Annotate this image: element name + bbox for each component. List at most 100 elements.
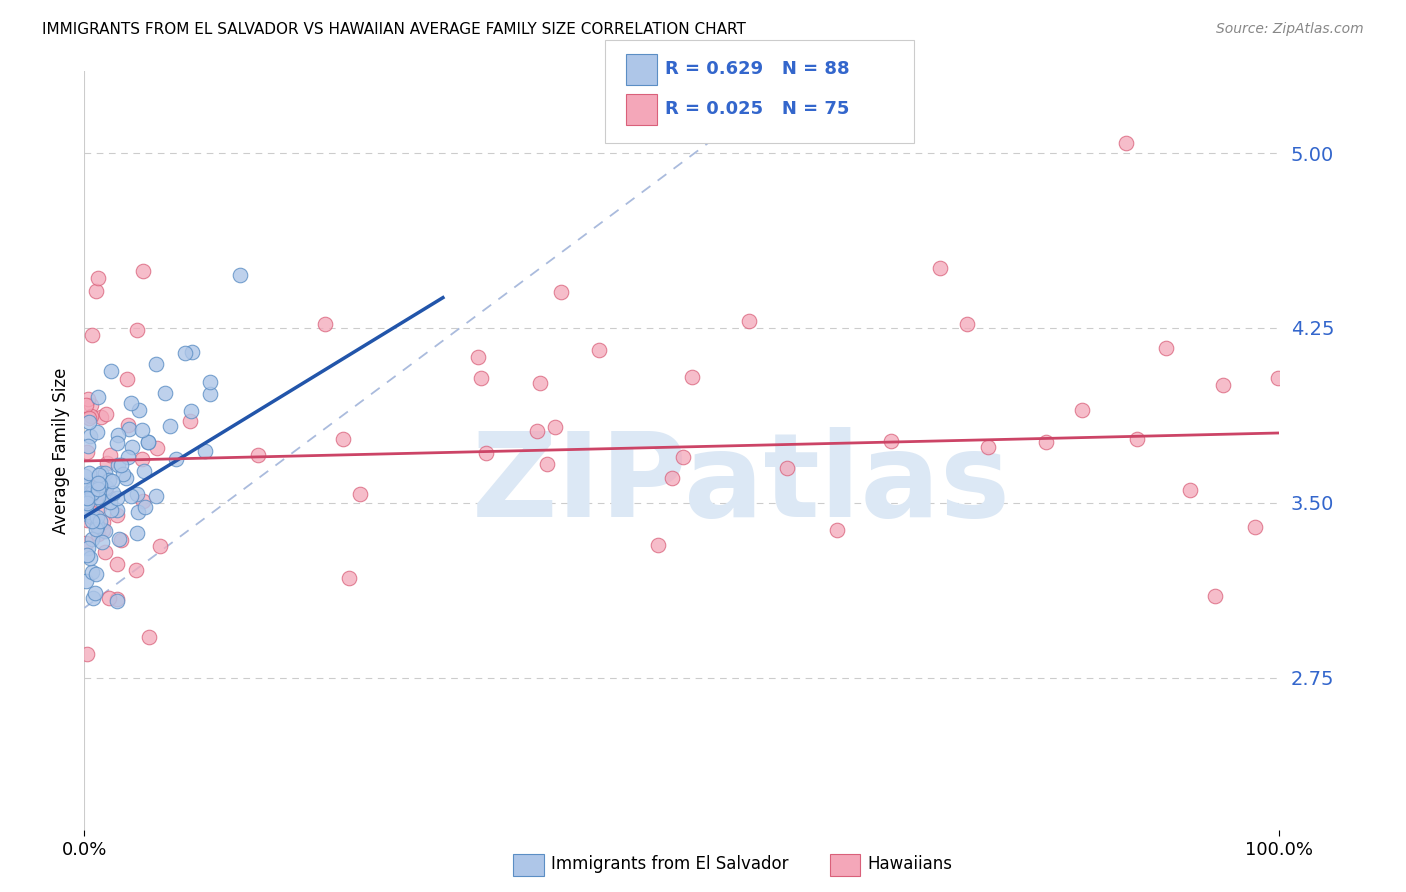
Point	[1071, 403, 1094, 417]
Point	[100, 364, 122, 378]
Text: Immigrants from El Salvador: Immigrants from El Salvador	[551, 855, 789, 873]
Point	[76, 513, 98, 527]
Point	[77, 392, 100, 406]
Point	[145, 357, 167, 371]
Point	[134, 500, 156, 514]
Point	[84, 567, 107, 582]
Point	[87, 390, 110, 404]
Point	[470, 371, 492, 385]
Point	[337, 571, 360, 585]
Point	[97, 473, 120, 487]
Point	[86, 425, 108, 439]
Point	[112, 467, 135, 481]
Point	[79, 551, 101, 566]
Point	[87, 467, 110, 482]
Point	[121, 440, 143, 454]
Point	[77, 541, 100, 555]
Point	[87, 271, 110, 285]
Point	[91, 515, 114, 529]
Point	[76, 647, 98, 661]
Point	[101, 475, 124, 489]
Point	[80, 483, 103, 497]
Point	[101, 486, 124, 500]
Text: Source: ZipAtlas.com: Source: ZipAtlas.com	[1216, 22, 1364, 37]
Point	[97, 591, 120, 605]
Point	[91, 524, 114, 538]
Point	[124, 563, 146, 577]
Point	[77, 410, 100, 425]
Point	[1243, 520, 1265, 534]
Point	[117, 450, 139, 464]
Point	[131, 423, 153, 437]
Point	[98, 448, 121, 462]
Point	[179, 414, 201, 428]
Point	[145, 441, 167, 455]
Point	[1267, 370, 1289, 384]
Point	[87, 475, 110, 490]
Point	[107, 458, 129, 472]
Point	[89, 478, 111, 492]
Point	[75, 574, 97, 588]
Point	[198, 386, 221, 401]
Point	[132, 464, 155, 478]
Point	[229, 268, 252, 283]
Point	[1180, 483, 1202, 498]
Point	[127, 487, 149, 501]
Point	[114, 471, 136, 485]
Point	[82, 532, 104, 546]
Point	[314, 317, 336, 331]
Point	[153, 385, 176, 400]
Point	[588, 343, 610, 357]
Point	[97, 489, 120, 503]
Point	[100, 503, 122, 517]
Point	[117, 422, 139, 436]
Point	[1204, 589, 1226, 603]
Point	[107, 428, 129, 442]
Point	[105, 594, 128, 608]
Point	[80, 510, 103, 524]
Point	[94, 407, 117, 421]
Point	[84, 585, 107, 599]
Point	[82, 327, 104, 342]
Point	[544, 419, 567, 434]
Point	[90, 466, 112, 480]
Point	[672, 450, 695, 464]
Point	[349, 486, 371, 500]
Point	[94, 467, 117, 481]
Point	[76, 496, 98, 510]
Point	[96, 480, 118, 494]
Point	[526, 424, 548, 438]
Point	[105, 435, 128, 450]
Point	[79, 398, 101, 412]
Point	[181, 345, 204, 359]
Point	[90, 492, 112, 507]
Text: IMMIGRANTS FROM EL SALVADOR VS HAWAIIAN AVERAGE FAMILY SIZE CORRELATION CHART: IMMIGRANTS FROM EL SALVADOR VS HAWAIIAN …	[42, 22, 747, 37]
Point	[107, 557, 129, 571]
Point	[82, 506, 104, 520]
Point	[131, 264, 153, 278]
Point	[647, 538, 669, 552]
Point	[1035, 435, 1057, 450]
Point	[149, 539, 172, 553]
Point	[132, 493, 155, 508]
Point	[76, 507, 98, 521]
Point	[79, 429, 101, 443]
Point	[1115, 136, 1137, 151]
Point	[776, 461, 799, 475]
Point	[98, 495, 121, 509]
Point	[550, 285, 572, 299]
Point	[246, 449, 269, 463]
Point	[127, 505, 149, 519]
Point	[125, 323, 148, 337]
Point	[75, 399, 97, 413]
Point	[93, 545, 115, 559]
Point	[131, 452, 153, 467]
Point	[82, 514, 104, 528]
Point	[128, 403, 150, 417]
Point	[1126, 432, 1149, 446]
Point	[79, 486, 101, 500]
Point	[1154, 341, 1177, 355]
Point	[879, 434, 901, 449]
Point	[174, 346, 197, 360]
Point	[467, 350, 489, 364]
